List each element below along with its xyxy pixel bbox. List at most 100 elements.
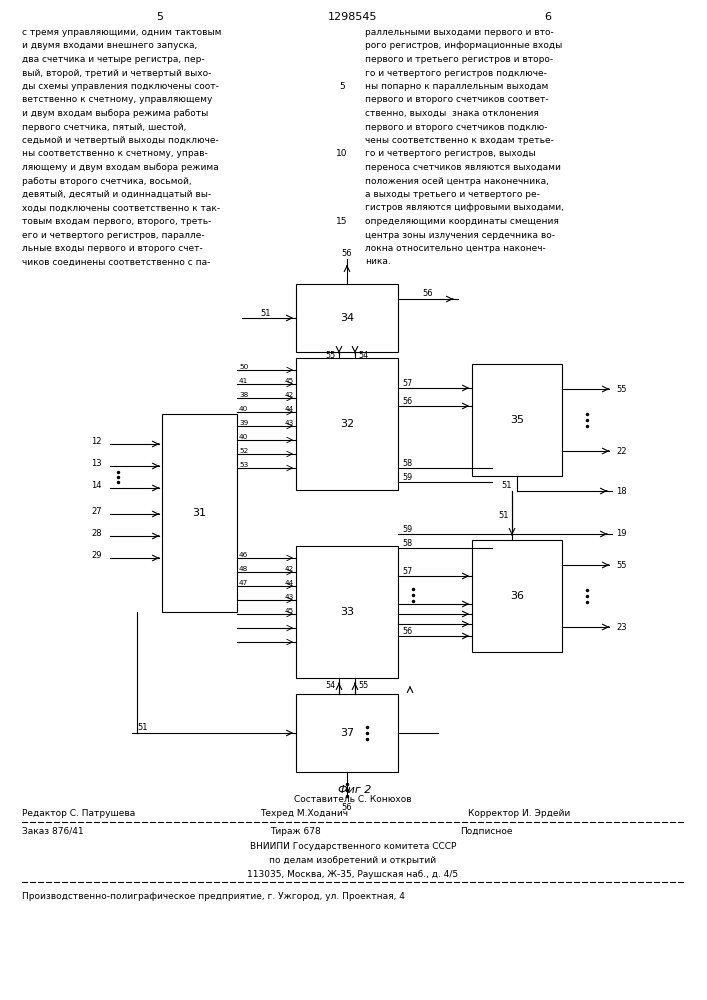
Text: седьмой и четвертый выходы подключе-: седьмой и четвертый выходы подключе-	[22, 136, 218, 145]
Text: Фиг 2: Фиг 2	[339, 785, 372, 795]
Text: 41: 41	[239, 378, 248, 384]
Text: определяющими координаты смещения: определяющими координаты смещения	[365, 217, 559, 226]
Text: 55: 55	[616, 384, 626, 393]
Text: 56: 56	[402, 397, 412, 406]
Text: 5: 5	[156, 12, 163, 22]
Text: 1298545: 1298545	[328, 12, 378, 22]
Text: 6: 6	[544, 12, 551, 22]
Text: товым входам первого, второго, треть-: товым входам первого, второго, треть-	[22, 217, 211, 226]
Text: ды схемы управления подключены соот-: ды схемы управления подключены соот-	[22, 82, 219, 91]
Text: ны попарно к параллельным выходам: ны попарно к параллельным выходам	[365, 82, 549, 91]
Text: положения осей центра наконечника,: положения осей центра наконечника,	[365, 176, 549, 186]
Text: Корректор И. Эрдейи: Корректор И. Эрдейи	[468, 809, 571, 818]
Text: 53: 53	[239, 462, 248, 468]
Text: 54: 54	[326, 682, 336, 690]
Text: центра зоны излучения сердечника во-: центра зоны излучения сердечника во-	[365, 231, 555, 239]
Text: 51: 51	[137, 724, 148, 732]
Text: 34: 34	[340, 313, 354, 323]
Text: первого и второго счетчиков соответ-: первого и второго счетчиков соответ-	[365, 96, 549, 104]
Text: с тремя управляющими, одним тактовым: с тремя управляющими, одним тактовым	[22, 28, 221, 37]
Text: 18: 18	[616, 487, 626, 495]
Bar	[296, 546, 398, 678]
Text: 43: 43	[285, 420, 294, 426]
Text: 50: 50	[239, 364, 248, 370]
Text: 47: 47	[239, 580, 248, 586]
Text: 56: 56	[341, 802, 352, 812]
Text: Составитель С. Конюхов: Составитель С. Конюхов	[294, 795, 411, 804]
Text: 45: 45	[285, 378, 294, 384]
Text: Тираж 678: Тираж 678	[270, 827, 321, 836]
Text: 19: 19	[616, 530, 626, 538]
Text: по делам изобретений и открытий: по делам изобретений и открытий	[269, 856, 436, 865]
Text: 45: 45	[285, 608, 294, 614]
Text: девятый, десятый и одиннадцатый вы-: девятый, десятый и одиннадцатый вы-	[22, 190, 211, 199]
Text: Заказ 876/41: Заказ 876/41	[22, 827, 83, 836]
Text: 35: 35	[510, 415, 524, 425]
Text: го и четвертого регистров, выходы: го и четвертого регистров, выходы	[365, 149, 536, 158]
Text: первого и второго счетчиков подклю-: первого и второго счетчиков подклю-	[365, 122, 547, 131]
Text: 57: 57	[402, 568, 412, 576]
Text: 12: 12	[91, 436, 102, 446]
Text: 59: 59	[402, 526, 412, 534]
Text: ника.: ника.	[365, 257, 391, 266]
Text: го и четвертого регистров подключе-: го и четвертого регистров подключе-	[365, 68, 547, 78]
Bar	[472, 364, 562, 476]
Text: ветственно к счетному, управляющему: ветственно к счетному, управляющему	[22, 96, 212, 104]
Text: 22: 22	[616, 446, 626, 456]
Text: 29: 29	[91, 550, 102, 560]
Text: вый, второй, третий и четвертый выхо-: вый, второй, третий и четвертый выхо-	[22, 68, 211, 78]
Text: льные входы первого и второго счет-: льные входы первого и второго счет-	[22, 244, 203, 253]
Bar	[296, 694, 398, 772]
Text: 52: 52	[239, 448, 248, 454]
Text: 56: 56	[341, 249, 352, 258]
Text: 55: 55	[326, 351, 336, 360]
Text: и двум входам выбора режима работы: и двум входам выбора режима работы	[22, 109, 209, 118]
Text: 55: 55	[616, 560, 626, 570]
Text: 57: 57	[402, 379, 412, 388]
Text: ходы подключены соответственно к так-: ходы подключены соответственно к так-	[22, 204, 220, 213]
Text: 59: 59	[402, 474, 412, 483]
Bar	[162, 414, 237, 612]
Text: 13: 13	[91, 458, 102, 468]
Text: 43: 43	[285, 594, 294, 600]
Text: 51: 51	[261, 308, 271, 318]
Text: 28: 28	[91, 528, 102, 538]
Text: гистров являются цифровыми выходами,: гистров являются цифровыми выходами,	[365, 204, 564, 213]
Text: Производственно-полиграфическое предприятие, г. Ужгород, ул. Проектная, 4: Производственно-полиграфическое предприя…	[22, 892, 405, 901]
Text: 40: 40	[239, 406, 248, 412]
Text: 56: 56	[423, 290, 433, 298]
Text: его и четвертого регистров, паралле-: его и четвертого регистров, паралле-	[22, 231, 204, 239]
Bar	[472, 540, 562, 652]
Text: два счетчика и четыре регистра, пер-: два счетчика и четыре регистра, пер-	[22, 55, 204, 64]
Text: 44: 44	[285, 580, 294, 586]
Text: переноса счетчиков являются выходами: переноса счетчиков являются выходами	[365, 163, 561, 172]
Text: а выходы третьего и четвертого ре-: а выходы третьего и четвертого ре-	[365, 190, 540, 199]
Text: 10: 10	[337, 149, 348, 158]
Text: первого и третьего регистров и второ-: первого и третьего регистров и второ-	[365, 55, 553, 64]
Text: Подписное: Подписное	[460, 827, 513, 836]
Bar	[296, 284, 398, 352]
Text: 38: 38	[239, 392, 248, 398]
Text: чиков соединены соответственно с па-: чиков соединены соответственно с па-	[22, 257, 211, 266]
Text: 42: 42	[285, 392, 294, 398]
Text: 48: 48	[239, 566, 248, 572]
Text: рого регистров, информационные входы: рого регистров, информационные входы	[365, 41, 562, 50]
Text: 5: 5	[339, 82, 345, 91]
Text: раллельными выходами первого и вто-: раллельными выходами первого и вто-	[365, 28, 554, 37]
Text: ВНИИПИ Государственного комитета СССР: ВНИИПИ Государственного комитета СССР	[250, 842, 456, 851]
Text: 42: 42	[285, 566, 294, 572]
Text: работы второго счетчика, восьмой,: работы второго счетчика, восьмой,	[22, 176, 192, 186]
Text: ственно, выходы  знака отклонения: ственно, выходы знака отклонения	[365, 109, 539, 118]
Text: ляющему и двум входам выбора режима: ляющему и двум входам выбора режима	[22, 163, 218, 172]
Text: 37: 37	[340, 728, 354, 738]
Text: 44: 44	[285, 406, 294, 412]
Text: 51: 51	[498, 512, 509, 520]
Text: 55: 55	[358, 682, 368, 690]
Text: локна относительно центра наконеч-: локна относительно центра наконеч-	[365, 244, 546, 253]
Text: Техред М.Ходанич: Техред М.Ходанич	[260, 809, 348, 818]
Text: 51: 51	[501, 481, 512, 489]
Text: 23: 23	[616, 622, 626, 632]
Text: 27: 27	[91, 506, 102, 516]
Text: первого счетчика, пятый, шестой,: первого счетчика, пятый, шестой,	[22, 122, 187, 131]
Text: 40: 40	[239, 434, 248, 440]
